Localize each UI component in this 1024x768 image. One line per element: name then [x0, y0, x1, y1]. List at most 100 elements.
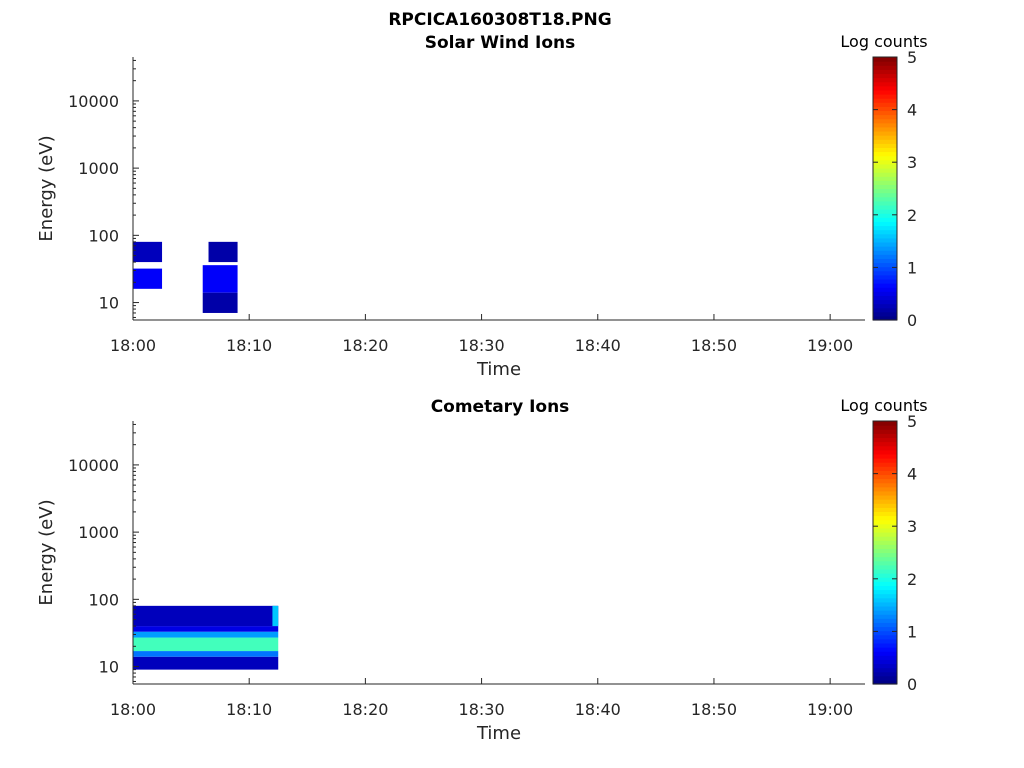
colorbar-swatch	[873, 274, 897, 280]
x-tick-label: 18:20	[342, 336, 388, 355]
colorbar-swatch	[873, 246, 897, 251]
colorbar-swatch	[873, 585, 897, 591]
x-tick-label: 18:40	[575, 336, 621, 355]
colorbar-swatch	[873, 250, 897, 255]
colorbar-tick-label: 2	[907, 570, 917, 589]
colorbar-swatch	[873, 581, 897, 586]
colorbar-swatch	[873, 303, 897, 309]
x-tick-label: 19:00	[807, 336, 853, 355]
colorbar-swatch	[873, 287, 897, 292]
colorbar-frame	[872, 420, 898, 685]
colorbar-frame	[872, 56, 898, 321]
colorbar-swatch	[873, 601, 897, 607]
colorbar-swatch	[873, 192, 897, 198]
colorbar-swatch	[873, 204, 897, 210]
colorbar-swatch	[873, 135, 897, 140]
colorbar-swatch	[873, 614, 897, 619]
x-tick-label: 18:10	[226, 700, 272, 719]
colorbar-swatch	[873, 188, 897, 194]
colorbar-swatch	[873, 610, 897, 615]
colorbar-swatch	[873, 172, 897, 177]
colorbar-swatch	[873, 126, 897, 132]
colorbar-tick-label: 1	[907, 622, 917, 641]
colorbar-tick-label: 4	[907, 465, 917, 484]
colorbar-swatch	[873, 507, 897, 513]
colorbar-swatch	[873, 568, 897, 574]
y-tick-label: 1000	[78, 523, 119, 542]
colorbar-swatch	[873, 425, 897, 430]
colorbar-swatch	[873, 118, 897, 124]
colorbar-swatch	[873, 651, 897, 656]
colorbar-swatch	[873, 163, 897, 169]
colorbar-swatch	[873, 573, 897, 578]
colorbar-swatch	[873, 270, 897, 276]
colorbar-swatch	[873, 675, 897, 681]
data-block-2	[133, 241, 163, 263]
spectrogram-data	[133, 605, 279, 670]
colorbar-swatch	[873, 556, 897, 562]
x-tick-label: 18:40	[575, 700, 621, 719]
page-title: RPCICA160308T18.PNG	[388, 10, 611, 30]
colorbar-swatch	[873, 634, 897, 640]
colorbar-swatch	[873, 647, 897, 652]
colorbar-swatch	[873, 241, 897, 247]
colorbar-swatch	[873, 130, 897, 136]
colorbar-swatch	[873, 258, 897, 264]
colorbar-swatch	[873, 143, 897, 149]
colorbar-tick-label: 0	[907, 675, 917, 694]
x-tick-label: 18:10	[226, 336, 272, 355]
colorbar-swatch	[873, 490, 897, 496]
colorbar-swatch	[873, 642, 897, 648]
colorbar-swatch	[873, 81, 897, 87]
colorbar-swatch	[873, 213, 897, 218]
colorbar-swatch	[873, 61, 897, 66]
colorbar-swatch	[873, 65, 897, 70]
data-block-5	[133, 626, 279, 632]
colorbar-swatch	[873, 57, 897, 62]
colorbar-swatch	[873, 139, 897, 144]
colorbar-swatch	[873, 93, 897, 99]
colorbar-swatch	[873, 540, 897, 545]
colorbar-swatch	[873, 441, 897, 447]
data-block-3	[202, 265, 238, 293]
colorbar-swatch	[873, 462, 897, 467]
colorbar-swatch	[873, 511, 897, 517]
colorbar-swatch	[873, 110, 897, 116]
colorbar-swatch	[873, 421, 897, 426]
colorbar-tick-label: 1	[907, 258, 917, 277]
colorbar-swatch	[873, 291, 897, 296]
colorbar-swatch	[873, 114, 897, 120]
colorbar-swatch	[873, 548, 897, 554]
colorbar-swatch	[873, 552, 897, 558]
colorbar-swatch	[873, 667, 897, 673]
x-axis-label: Time	[476, 359, 521, 380]
colorbar-tick-label: 3	[907, 153, 917, 172]
y-tick-label: 100	[88, 590, 119, 609]
colorbar-swatch	[873, 486, 897, 492]
data-block-2	[133, 651, 279, 657]
y-tick-label: 10	[99, 658, 119, 677]
y-axis-label: Energy (eV)	[36, 135, 57, 241]
y-tick-label: 10000	[68, 92, 119, 111]
colorbar-swatch	[873, 106, 897, 112]
colorbar-swatch	[873, 589, 897, 595]
data-block-6	[133, 605, 279, 627]
colorbar-swatch	[873, 233, 897, 239]
colorbar-swatch	[873, 77, 897, 83]
colorbar-swatch	[873, 593, 897, 599]
colorbar-swatch	[873, 503, 897, 508]
colorbar-swatch	[873, 315, 897, 321]
chart-panel-1: 18:00 18:10 18:20 18:30 18:40 18:50 19:0010100…	[36, 32, 928, 380]
colorbar-swatch	[873, 295, 897, 301]
colorbar-swatch	[873, 466, 897, 471]
colorbar-swatch	[873, 564, 897, 570]
panel-title: Solar Wind Ions	[425, 33, 576, 53]
colorbar-tick-label: 5	[907, 412, 917, 431]
colorbar-swatch	[873, 237, 897, 243]
x-tick-label: 18:30	[459, 700, 505, 719]
x-tick-label: 18:00	[110, 700, 156, 719]
x-tick-label: 18:00	[110, 336, 156, 355]
colorbar-swatch	[873, 184, 897, 190]
